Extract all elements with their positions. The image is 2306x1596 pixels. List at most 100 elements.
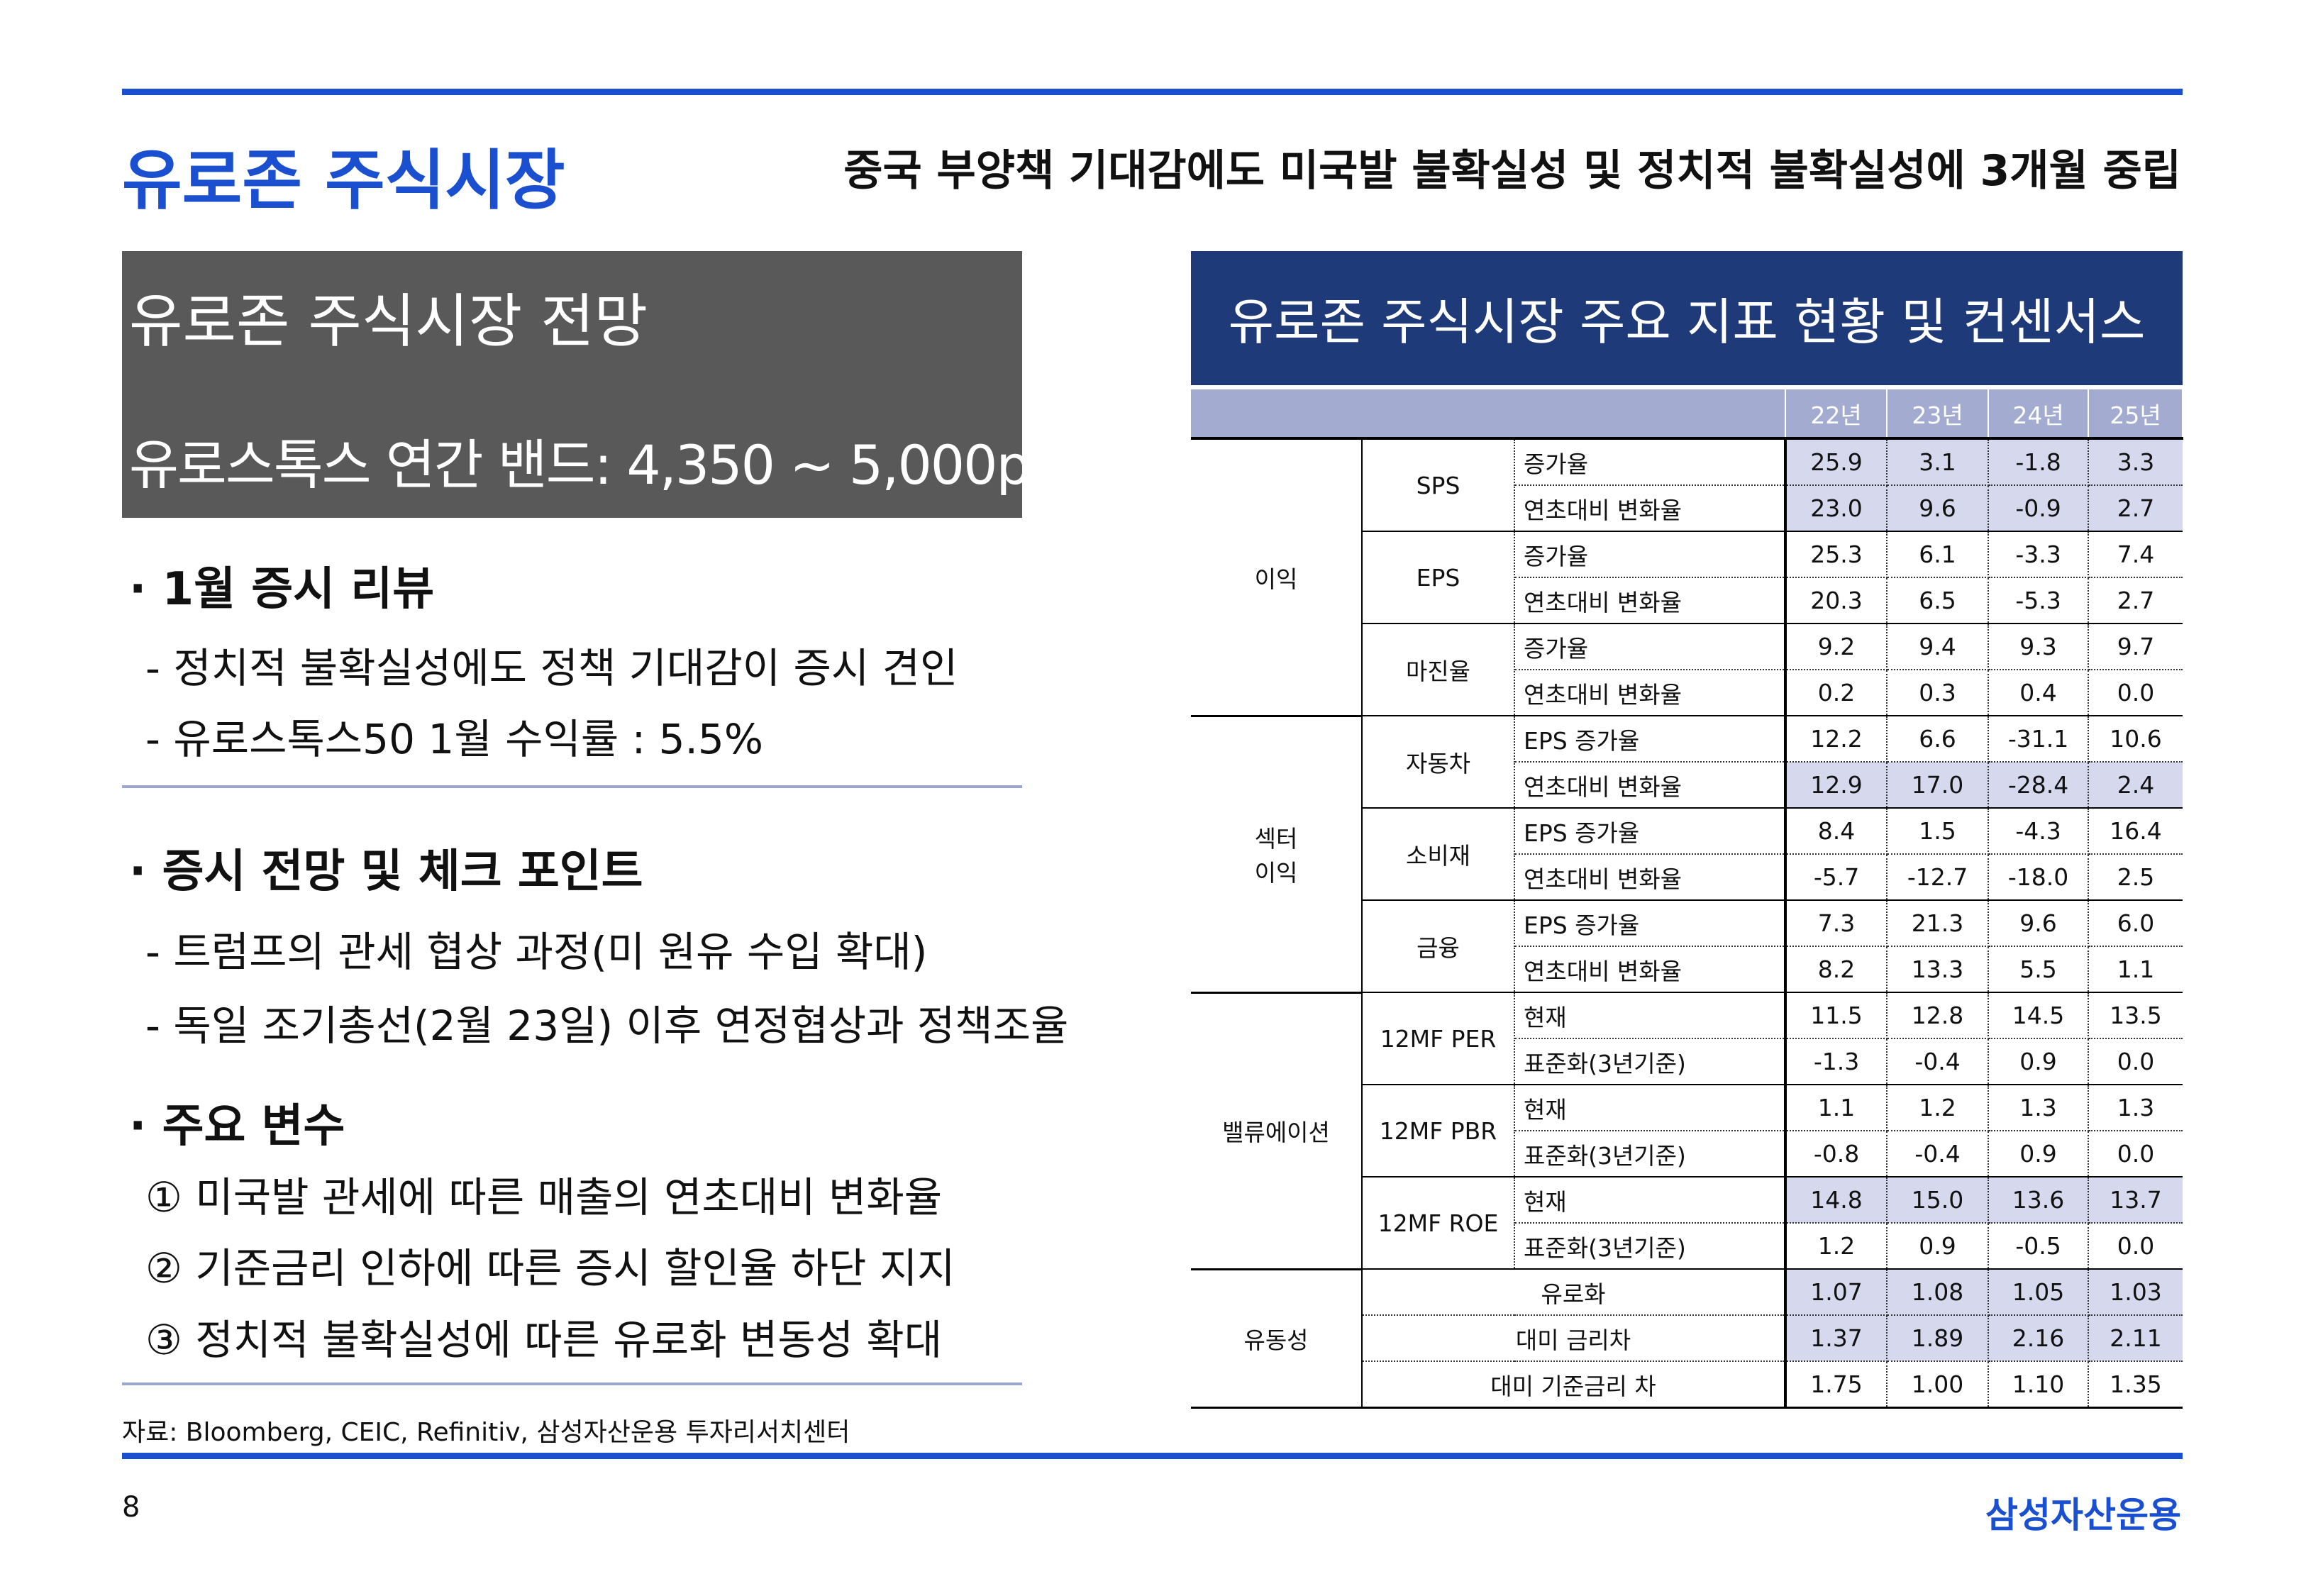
value-cell: 14.5: [1988, 992, 2090, 1039]
value-cell: -0.4: [1887, 1038, 1990, 1085]
column-header: 25년: [2088, 389, 2184, 440]
value-cell: 13.3: [1887, 946, 1990, 993]
value-cell: 1.75: [1785, 1361, 1888, 1409]
table-row: 표준화(3년기준) -1.3 -0.4 0.9 0.0: [1191, 1038, 2183, 1085]
section-item: - 정치적 불확실성에도 정책 기대감이 증시 견인: [145, 644, 958, 692]
metric-label: 대미 금리차: [1362, 1315, 1787, 1362]
value-cell: -5.7: [1785, 854, 1888, 901]
table-row: 연초대비 변화율 8.2 13.3 5.5 1.1: [1191, 946, 2183, 993]
group-label: 유동성: [1191, 1269, 1363, 1409]
column-header: 22년: [1785, 389, 1888, 440]
value-cell: 13.6: [1988, 1177, 2090, 1224]
table-row: 연초대비 변화율 20.3 6.5 -5.3 2.7: [1191, 577, 2183, 624]
subgroup-label: SPS: [1362, 438, 1515, 532]
outlook-band: 유로스톡스 연간 밴드: 4,350 ~ 5,000pt: [129, 433, 1051, 497]
metric-label: 증가율: [1514, 624, 1787, 670]
value-cell: 1.5: [1887, 808, 1990, 855]
brand: 삼성자산운용: [1985, 1495, 2181, 1536]
bottom-rule: [122, 1453, 2183, 1459]
value-cell: 1.05: [1988, 1269, 2090, 1316]
table-row: 유동성 유로화 1.07 1.08 1.05 1.03: [1191, 1269, 2183, 1409]
table-row: 연초대비 변화율 -5.7 -12.7 -18.0 2.5: [1191, 854, 2183, 901]
table-row: 12MF ROE 현재 14.8 15.0 13.6 13.7: [1191, 1177, 2183, 1270]
value-cell: 7.4: [2088, 531, 2183, 578]
subgroup-label: 마진율: [1362, 624, 1515, 716]
value-cell: 1.2: [1887, 1085, 1990, 1131]
section-item: ① 미국발 관세에 따른 매출의 연초대비 변화율: [145, 1173, 943, 1221]
metric-label: 대미 기준금리 차: [1362, 1361, 1787, 1409]
metric-label: EPS 증가율: [1514, 900, 1787, 947]
value-cell: 1.08: [1887, 1269, 1990, 1316]
section-item: ③ 정치적 불확실성에 따른 유로화 변동성 확대: [145, 1316, 943, 1364]
value-cell: 9.6: [1988, 900, 2090, 947]
value-cell: 1.89: [1887, 1315, 1990, 1362]
value-cell: 20.3: [1785, 577, 1888, 624]
metric-label: 연초대비 변화율: [1514, 485, 1787, 532]
metric-label: 연초대비 변화율: [1514, 854, 1787, 901]
table-title: 유로존 주식시장 주요 지표 현황 및 컨센서스: [1191, 251, 2183, 385]
value-cell: 6.1: [1887, 531, 1990, 578]
value-cell: 7.3: [1785, 900, 1888, 947]
table-row: 금융 EPS 증가율 7.3 21.3 9.6 6.0: [1191, 900, 2183, 993]
table-row: 이익 SPS 증가율 25.9 3.1 -1.8 3.3: [1191, 438, 2183, 717]
page-number: 8: [122, 1491, 140, 1524]
table-row: EPS 증가율 25.3 6.1 -3.3 7.4: [1191, 531, 2183, 624]
subgroup-label: 12MF PER: [1362, 992, 1515, 1085]
value-cell: 2.4: [2088, 762, 2183, 809]
value-cell: 1.2: [1785, 1223, 1888, 1270]
metric-label: EPS 증가율: [1514, 716, 1787, 763]
value-cell: 2.11: [2088, 1315, 2183, 1362]
value-cell: 17.0: [1887, 762, 1990, 809]
value-cell: -1.8: [1988, 438, 2090, 486]
value-cell: 25.9: [1785, 438, 1888, 486]
value-cell: 6.6: [1887, 716, 1990, 763]
value-cell: -3.3: [1988, 531, 2090, 578]
metric-label: 현재: [1514, 1177, 1787, 1224]
value-cell: 0.9: [1988, 1038, 2090, 1085]
value-cell: -28.4: [1988, 762, 2090, 809]
value-cell: 0.4: [1988, 670, 2090, 716]
value-cell: 1.37: [1785, 1315, 1888, 1362]
metric-label: 표준화(3년기준): [1514, 1223, 1787, 1270]
section-item: - 트럼프의 관세 협상 과정(미 원유 수입 확대): [145, 928, 928, 976]
metric-label: 연초대비 변화율: [1514, 577, 1787, 624]
value-cell: -0.4: [1887, 1131, 1990, 1177]
section-item: - 독일 조기총선(2월 23일) 이후 연정협상과 정책조율: [145, 1002, 1069, 1050]
value-cell: 15.0: [1887, 1177, 1990, 1224]
value-cell: 12.2: [1785, 716, 1888, 763]
section-item: - 유로스톡스50 1월 수익률 : 5.5%: [145, 715, 763, 763]
value-cell: 3.3: [2088, 438, 2183, 486]
metric-label: 증가율: [1514, 438, 1787, 486]
separator: [122, 785, 1022, 788]
value-cell: -0.9: [1988, 485, 2090, 532]
subgroup-label: 12MF PBR: [1362, 1085, 1515, 1177]
metric-label: 현재: [1514, 1085, 1787, 1131]
value-cell: 25.3: [1785, 531, 1888, 578]
value-cell: 8.2: [1785, 946, 1888, 993]
table-row: 대미 금리차 1.37 1.89 2.16 2.11: [1191, 1315, 2183, 1362]
value-cell: 11.5: [1785, 992, 1888, 1039]
metric-label: 연초대비 변화율: [1514, 670, 1787, 716]
value-cell: -18.0: [1988, 854, 2090, 901]
value-cell: 1.07: [1785, 1269, 1888, 1316]
value-cell: 0.0: [2088, 670, 2183, 716]
value-cell: 1.3: [1988, 1085, 2090, 1131]
group-label: 이익: [1191, 438, 1363, 717]
outlook-box: 유로존 주식시장 전망 유로스톡스 연간 밴드: 4,350 ~ 5,000pt: [122, 251, 1051, 518]
metric-label: 연초대비 변화율: [1514, 946, 1787, 993]
page-title: 유로존 주식시장: [122, 143, 565, 218]
value-cell: 2.7: [2088, 577, 2183, 624]
value-cell: 6.0: [2088, 900, 2183, 947]
metric-label: 현재: [1514, 992, 1787, 1039]
table-row: 대미 기준금리 차 1.75 1.00 1.10 1.35: [1191, 1361, 2183, 1409]
table-row: 연초대비 변화율 12.9 17.0 -28.4 2.4: [1191, 762, 2183, 809]
value-cell: 1.1: [1785, 1085, 1888, 1131]
section-item: ② 기준금리 인하에 따른 증시 할인율 하단 지지: [145, 1244, 955, 1292]
table-row: 밸류에이션 12MF PER 현재 11.5 12.8 14.5 13.5: [1191, 992, 2183, 1270]
table-row: 표준화(3년기준) 1.2 0.9 -0.5 0.0: [1191, 1223, 2183, 1270]
subgroup-label: EPS: [1362, 531, 1515, 624]
value-cell: -31.1: [1988, 716, 2090, 763]
header-cell: [1191, 389, 1787, 440]
section-heading: · 주요 변수: [129, 1100, 345, 1153]
separator: [122, 1382, 1022, 1385]
